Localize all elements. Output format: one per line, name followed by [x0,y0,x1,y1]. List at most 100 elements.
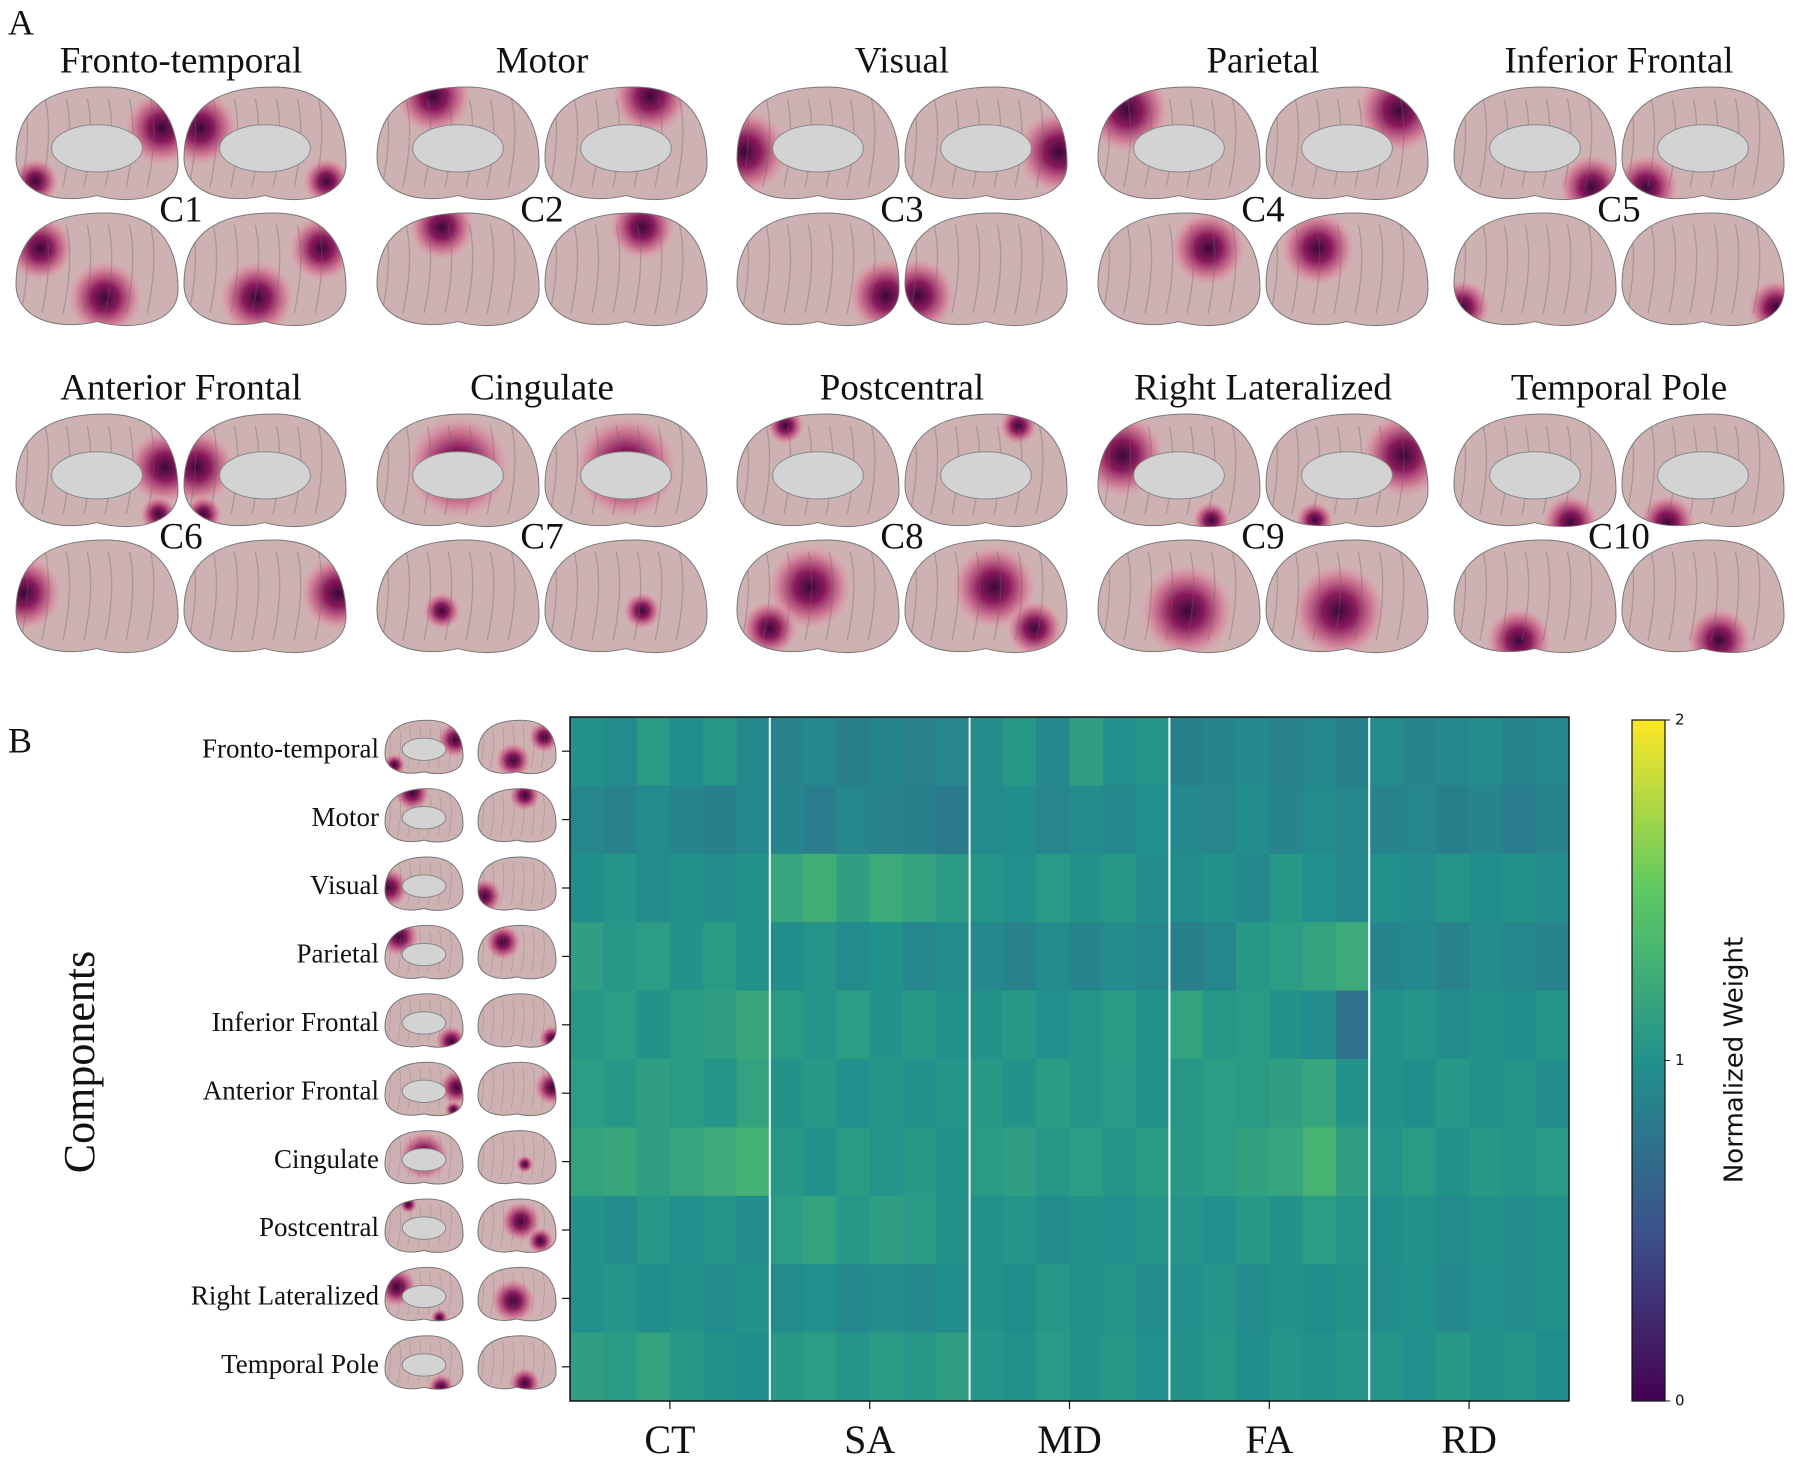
sulcus [500,794,505,837]
sulcus [591,551,600,641]
heatmap-cell [669,1332,704,1402]
sulcus [1123,224,1132,314]
sulcus [490,1204,494,1247]
sulcus [930,224,939,314]
heatmap-cell [1502,1195,1537,1265]
heatmap-cell [1102,990,1137,1060]
sulcus [520,725,525,768]
heatmap-cell [1202,1195,1237,1265]
sulcus [490,725,494,768]
heatmap-cell [1335,785,1370,855]
heatmap-cell [869,1264,904,1334]
heatmap-cell [669,1264,704,1334]
heatmap-cell [836,853,871,923]
sulcus [510,1204,515,1247]
sulcus [423,224,432,314]
sulcus [1500,224,1509,314]
sulcus [1752,98,1761,188]
corpus-callosum [51,124,143,173]
sulcus [530,930,535,974]
sulcus [930,551,939,641]
heatmap-cell [736,1195,771,1265]
heatmap-cell [1236,717,1270,786]
heatmap-cell [1302,990,1337,1060]
sulcus [1521,551,1530,641]
heatmap-cell [803,922,837,992]
brain-weight [218,259,296,326]
brain-tint [184,540,346,653]
sulcus [867,551,876,641]
brain-outline [477,993,557,1048]
sulcus [867,224,876,314]
corpus-callosum [401,1353,447,1377]
heatmap-cell [1069,785,1104,855]
brain-outline [477,1266,557,1322]
sulcus [1710,551,1719,641]
sulcus [465,551,474,641]
heatmap-cell [1402,1127,1437,1197]
sulcus [1165,224,1174,314]
brain [478,720,556,774]
heatmap-cell [836,1127,871,1197]
heatmap-cell [1269,1195,1304,1265]
brain-outline [477,924,557,980]
corpus-callosum [401,1148,447,1172]
sulcus [1584,425,1593,515]
heatmap-cell [736,717,771,786]
heatmap-cell [1269,785,1304,855]
brain-tint [1622,213,1784,326]
sulcus [41,98,50,188]
corpus-callosum [772,124,864,173]
sulcus [1207,224,1216,314]
heatmap-cell [936,717,971,786]
heatmap-cell [1469,1195,1503,1265]
brain-outline [384,1061,464,1117]
heatmap-cell [603,1332,638,1402]
sulcus [540,1067,545,1110]
heatmap-cell [636,922,671,992]
corpus-callosum [401,806,447,830]
heatmap-cell [1036,1127,1070,1197]
heatmap-cell [1002,1059,1037,1128]
heatmap-cell [1236,1195,1270,1265]
heatmap-cell [836,785,871,855]
heatmap-cell [1502,1332,1537,1402]
sulcus [1584,551,1593,641]
sulcus [530,794,535,837]
heatmap-cell [1435,785,1470,855]
heatmap-cell [1136,1127,1170,1197]
brain-weight [494,741,532,774]
brain [478,857,556,911]
heatmap-cell [1169,717,1204,786]
heatmap-cell [1036,1332,1070,1402]
heatmap-cell [603,1195,638,1265]
heatmap-cell [903,1127,937,1197]
brain-outline [183,413,347,528]
sulcus [591,224,600,314]
row-label: Fronto-temporal [202,733,379,763]
heatmap-cell [869,922,904,992]
heatmap-cell [1302,1195,1337,1265]
sulcus [612,551,621,641]
heatmap-cell [636,1127,671,1197]
heatmap-cell [903,1195,937,1265]
heatmap-cell [1236,1127,1270,1197]
brain [905,540,1067,653]
brain-outline [384,1130,464,1185]
colorbar-tick-label: 0 [1675,1392,1685,1410]
sulcus [1584,98,1593,188]
sulcus [125,551,134,641]
heatmap-cell [936,990,971,1060]
sulcus [570,224,579,314]
sulcus [930,98,939,188]
heatmap-cell [1136,717,1170,786]
heatmap-cell [936,1332,971,1402]
corpus-callosum [401,737,447,762]
heatmap-cell [1202,1127,1237,1197]
corpus-callosum [772,451,864,500]
row-label: Temporal Pole [221,1349,379,1379]
brain-weight [508,1367,542,1390]
heatmap-cell [1169,1059,1204,1128]
component-title: Postcentral [820,367,984,408]
brain-outline [15,413,179,528]
